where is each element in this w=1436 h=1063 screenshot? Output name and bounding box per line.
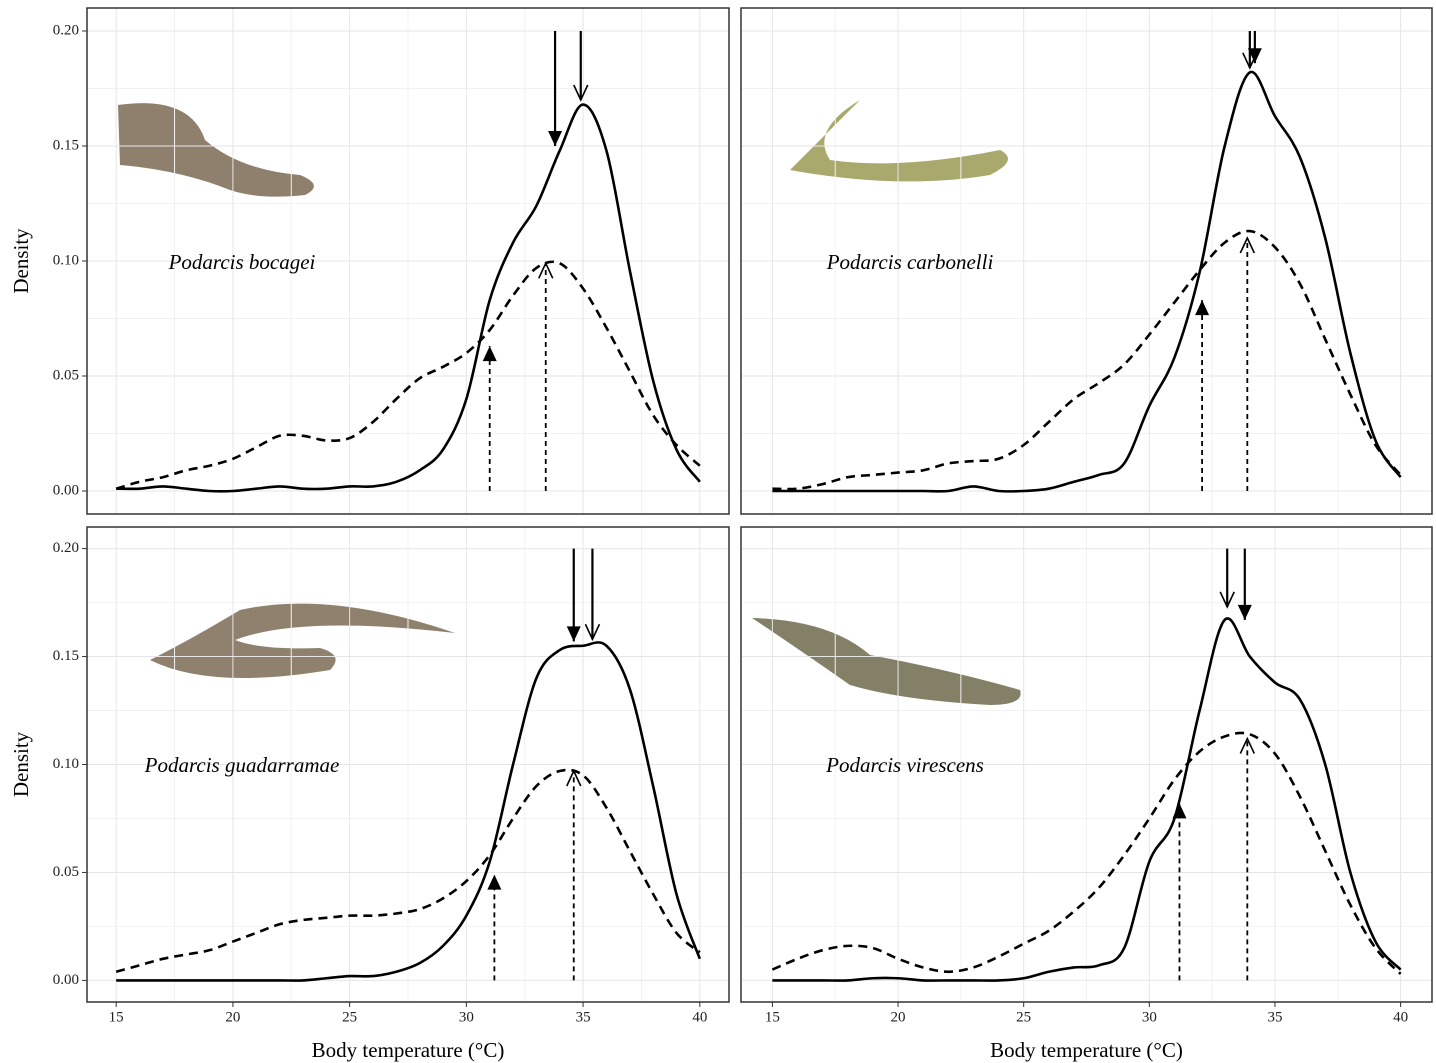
x-tick-label: 30 — [459, 1009, 474, 1025]
x-axis-title: Body temperature (°C) — [990, 1038, 1183, 1062]
y-tick-label: 0.05 — [53, 367, 79, 383]
species-label: Podarcis guadarramae — [144, 753, 340, 777]
x-tick-label: 25 — [342, 1009, 357, 1025]
lizard-photo — [790, 100, 1008, 182]
y-axis-title: Density — [9, 228, 33, 294]
arrow-head — [1239, 236, 1256, 254]
panel: Podarcis carbonelli — [740, 7, 1433, 515]
arrow-head — [1237, 604, 1252, 620]
species-label: Podarcis carbonelli — [826, 250, 994, 274]
y-tick-label: 0.00 — [53, 972, 79, 988]
density-curve — [115, 260, 701, 490]
lizard-photo — [118, 103, 314, 197]
y-tick-label: 0.20 — [53, 540, 79, 556]
x-tick-label: 35 — [576, 1009, 591, 1025]
arrow — [584, 548, 601, 642]
y-tick-label: 0.15 — [53, 648, 79, 664]
arrow — [1239, 736, 1256, 981]
density-curve — [771, 731, 1402, 975]
density-curve — [772, 70, 1402, 493]
x-axis-title: Body temperature (°C) — [312, 1038, 505, 1062]
panel-border — [86, 7, 730, 515]
arrow-head — [1195, 300, 1210, 316]
arrow — [573, 31, 589, 102]
x-tick-label: 40 — [692, 1009, 707, 1025]
arrow-head — [566, 626, 581, 642]
y-tick-label: 0.15 — [53, 137, 79, 153]
density-curve — [772, 617, 1402, 982]
arrow-head — [482, 346, 497, 362]
arrow — [487, 874, 502, 981]
arrow-head — [573, 84, 589, 102]
arrow-head — [1242, 52, 1258, 70]
x-tick-label: 30 — [1142, 1009, 1157, 1025]
y-axis-title: Density — [9, 731, 33, 797]
x-tick-label: 35 — [1267, 1009, 1282, 1025]
arrow-head — [548, 131, 563, 146]
arrow-head — [584, 623, 601, 642]
arrow-head — [1172, 803, 1187, 819]
arrow-head — [1239, 736, 1256, 754]
arrow — [1172, 803, 1187, 981]
density-curve — [115, 768, 701, 974]
panel-border — [740, 7, 1433, 515]
arrow — [538, 261, 554, 491]
arrow — [482, 346, 497, 491]
panel: 0.00 0.05 0.10 0.15 0.20 15 20 25 30 35 40 Body tem… — [9, 526, 730, 1062]
arrow-head — [538, 261, 554, 279]
y-tick-label: 0.10 — [53, 756, 79, 772]
x-tick-label: 15 — [109, 1009, 124, 1025]
density-curve — [116, 641, 702, 982]
arrow — [1219, 548, 1235, 609]
panel: 0.00 0.05 0.10 0.15 0.20 Density Podarcis boca… — [9, 7, 730, 515]
arrow-head — [487, 874, 502, 890]
species-label: Podarcis bocagei — [168, 250, 316, 274]
y-tick-label: 0.00 — [53, 482, 79, 498]
arrow — [566, 769, 582, 981]
x-tick-label: 40 — [1393, 1009, 1408, 1025]
arrow — [1239, 236, 1256, 491]
y-tick-label: 0.10 — [53, 252, 79, 268]
y-tick-label: 0.20 — [53, 22, 79, 38]
lizard-photo — [752, 618, 1021, 705]
arrow — [1195, 300, 1210, 491]
density-curve — [116, 103, 701, 493]
species-label: Podarcis virescens — [825, 753, 984, 777]
arrow — [566, 548, 581, 642]
x-tick-label: 15 — [765, 1009, 780, 1025]
x-tick-label: 25 — [1016, 1009, 1031, 1025]
panel: 15 20 25 30 35 40 Body temperature (°C) Podarci… — [740, 526, 1433, 1062]
arrow — [1242, 31, 1258, 70]
arrow — [1237, 548, 1252, 620]
lizard-photo — [150, 603, 455, 678]
x-tick-label: 20 — [891, 1009, 906, 1025]
arrow-head — [1219, 591, 1235, 609]
panel-border — [740, 526, 1433, 1003]
panel-border — [86, 526, 730, 1003]
x-tick-label: 20 — [225, 1009, 240, 1025]
arrow — [548, 31, 563, 146]
lizard-photos — [118, 100, 1021, 705]
y-tick-label: 0.05 — [53, 864, 79, 880]
arrow-head — [566, 769, 582, 787]
